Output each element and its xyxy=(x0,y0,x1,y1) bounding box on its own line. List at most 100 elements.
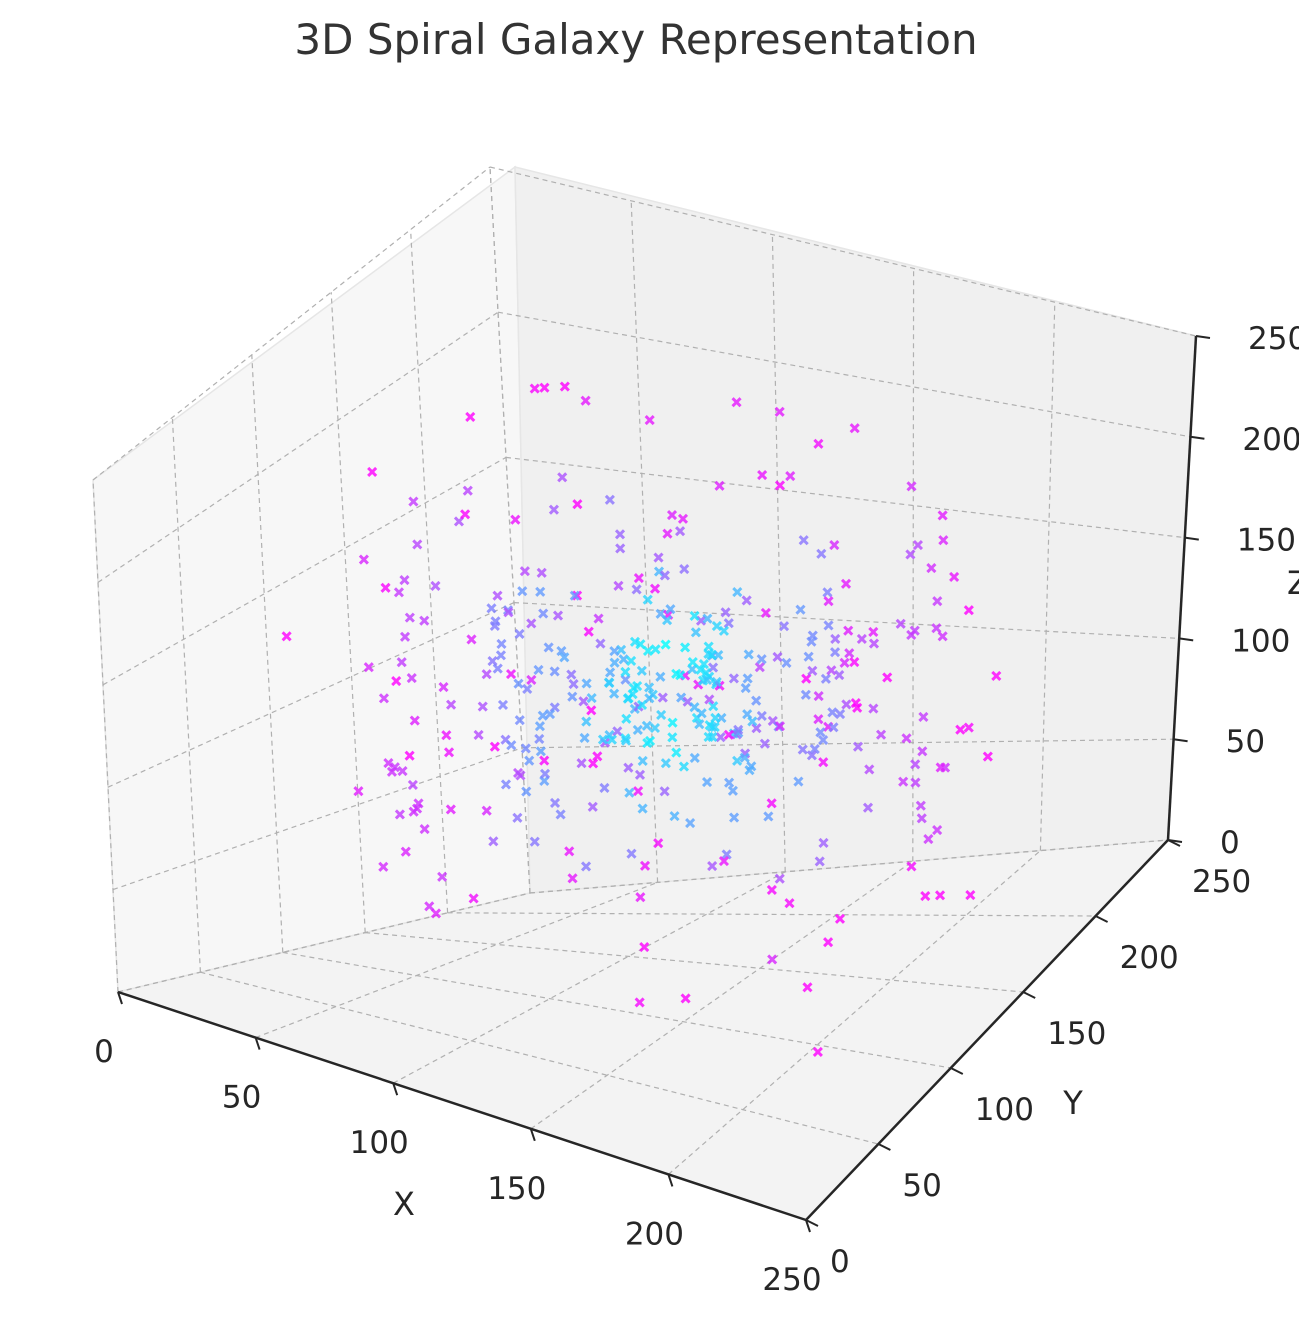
scatter-point xyxy=(733,724,744,735)
scatter-point xyxy=(718,856,730,867)
scatter-point xyxy=(533,664,544,675)
scatter-point xyxy=(965,889,976,901)
scatter-point xyxy=(723,729,734,740)
scatter-point xyxy=(633,786,644,797)
scatter-point xyxy=(912,540,924,551)
scatter-point xyxy=(495,650,507,661)
scatter-point xyxy=(760,607,771,618)
scatter-point xyxy=(937,510,948,521)
scatter-point xyxy=(524,755,535,766)
scatter-point xyxy=(797,744,808,755)
chart-title: 3D Spiral Galaxy Representation xyxy=(294,15,977,64)
scatter-point xyxy=(767,954,778,965)
scatter-point xyxy=(844,648,855,659)
scatter-point xyxy=(882,672,893,683)
scatter-point xyxy=(910,759,921,770)
x-tick-label: 0 xyxy=(94,1034,114,1070)
scatter-point xyxy=(486,603,497,614)
scatter-point xyxy=(701,667,712,679)
scatter-point xyxy=(839,657,850,668)
scatter-point xyxy=(632,724,643,736)
scatter-point xyxy=(703,641,714,652)
scatter-point xyxy=(412,539,423,550)
scatter-point xyxy=(512,812,523,823)
grid-leftwall-z xyxy=(117,892,531,993)
scatter-point xyxy=(660,758,671,769)
scatter-point xyxy=(918,711,929,722)
scatter-point xyxy=(481,669,492,680)
scatter-point xyxy=(677,513,689,524)
scatter-point xyxy=(963,722,974,733)
scatter-point xyxy=(529,383,540,394)
scatter-point xyxy=(812,1046,823,1058)
scatter-point xyxy=(938,535,949,546)
scatter-point xyxy=(557,472,568,483)
scatter-point xyxy=(906,481,917,492)
scatter-point xyxy=(680,993,691,1004)
scatter-point xyxy=(544,709,556,720)
scatter-point xyxy=(774,873,785,884)
scatter-point xyxy=(378,693,390,704)
scatter-point xyxy=(526,674,537,685)
scatter-point xyxy=(639,942,650,953)
scatter-point xyxy=(465,411,476,422)
scatter-point xyxy=(741,595,752,606)
scatter-point xyxy=(818,757,829,768)
scatter-point xyxy=(526,618,537,629)
scatter-point xyxy=(641,720,652,731)
scatter-point xyxy=(394,809,405,820)
scatter-point xyxy=(635,639,646,650)
scatter-point xyxy=(784,898,795,909)
scatter-point xyxy=(895,618,906,629)
scatter-point xyxy=(756,710,767,722)
scatter-point xyxy=(666,510,678,521)
scatter-point xyxy=(727,785,738,796)
scatter-point xyxy=(772,651,783,662)
scatter-point xyxy=(694,719,705,730)
scatter-point xyxy=(809,743,820,755)
scatter-point xyxy=(653,552,664,563)
scatter-point xyxy=(473,729,484,740)
scatter-point xyxy=(603,677,614,688)
scatter-point xyxy=(816,548,827,559)
grid-floor-y xyxy=(529,839,1169,894)
scatter-point xyxy=(759,738,770,749)
scatter-point xyxy=(813,438,824,449)
scatter-point xyxy=(917,746,928,757)
scatter-point xyxy=(795,604,806,615)
scatter-point xyxy=(399,631,411,642)
x-tick-mark xyxy=(667,1174,674,1187)
scatter-point xyxy=(916,813,927,824)
scatter-point xyxy=(620,674,631,685)
scatter-point xyxy=(920,891,931,902)
scatter-point xyxy=(667,732,678,743)
scatter-point xyxy=(711,676,722,687)
scatter-point xyxy=(774,721,786,732)
scatter-point xyxy=(583,626,594,637)
scatter-point xyxy=(639,860,651,871)
scatter-point xyxy=(535,586,546,597)
scatter-point xyxy=(460,509,471,520)
z-tick-mark xyxy=(1195,335,1211,339)
grid-backwall-z xyxy=(513,602,1180,639)
scatter-point xyxy=(618,654,629,665)
grid-backwall-z xyxy=(497,311,1191,438)
scatter-point xyxy=(744,765,755,776)
scatter-point xyxy=(363,662,374,673)
scatter-point xyxy=(698,658,709,670)
y-axis-label: Y xyxy=(1062,1084,1083,1122)
scatter-point xyxy=(932,596,943,607)
y-tick-mark xyxy=(1095,915,1109,923)
scatter-point xyxy=(609,646,620,657)
grid-floor-y xyxy=(447,912,1096,917)
scatter-point xyxy=(740,683,751,694)
grid-leftwall-y xyxy=(171,417,201,973)
scatter-point xyxy=(732,587,743,598)
scatter-point xyxy=(626,655,637,666)
scatter-point xyxy=(754,662,765,673)
y-tick-label: 100 xyxy=(975,1092,1034,1128)
grid-leftwall-z xyxy=(92,166,491,481)
y-tick-label: 150 xyxy=(1047,1016,1106,1052)
scatter-point xyxy=(634,997,645,1008)
z-tick-mark xyxy=(1179,637,1194,642)
